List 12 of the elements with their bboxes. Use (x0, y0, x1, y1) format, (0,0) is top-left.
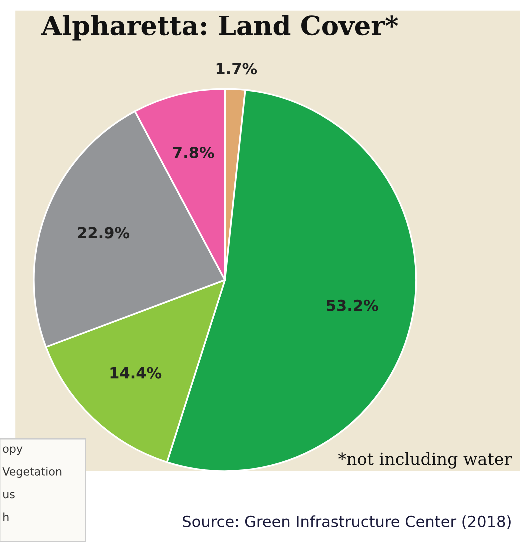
source-note: Source: Green Infrastructure Center (2018) (183, 516, 511, 530)
data-label: 22.9% (78, 227, 130, 239)
data-label: 7.8% (173, 146, 214, 159)
chart-title: Alpharetta: Land Cover* (41, 15, 398, 41)
text: opy (3, 446, 23, 456)
text: *not including water (338, 452, 512, 469)
text: us (4, 492, 15, 499)
text: h (4, 512, 9, 522)
data-label: 1.7% (216, 63, 258, 75)
text: Vegetation (2, 467, 62, 478)
data-label: 53.2% (327, 300, 378, 312)
data-label: 14.4% (110, 367, 162, 379)
